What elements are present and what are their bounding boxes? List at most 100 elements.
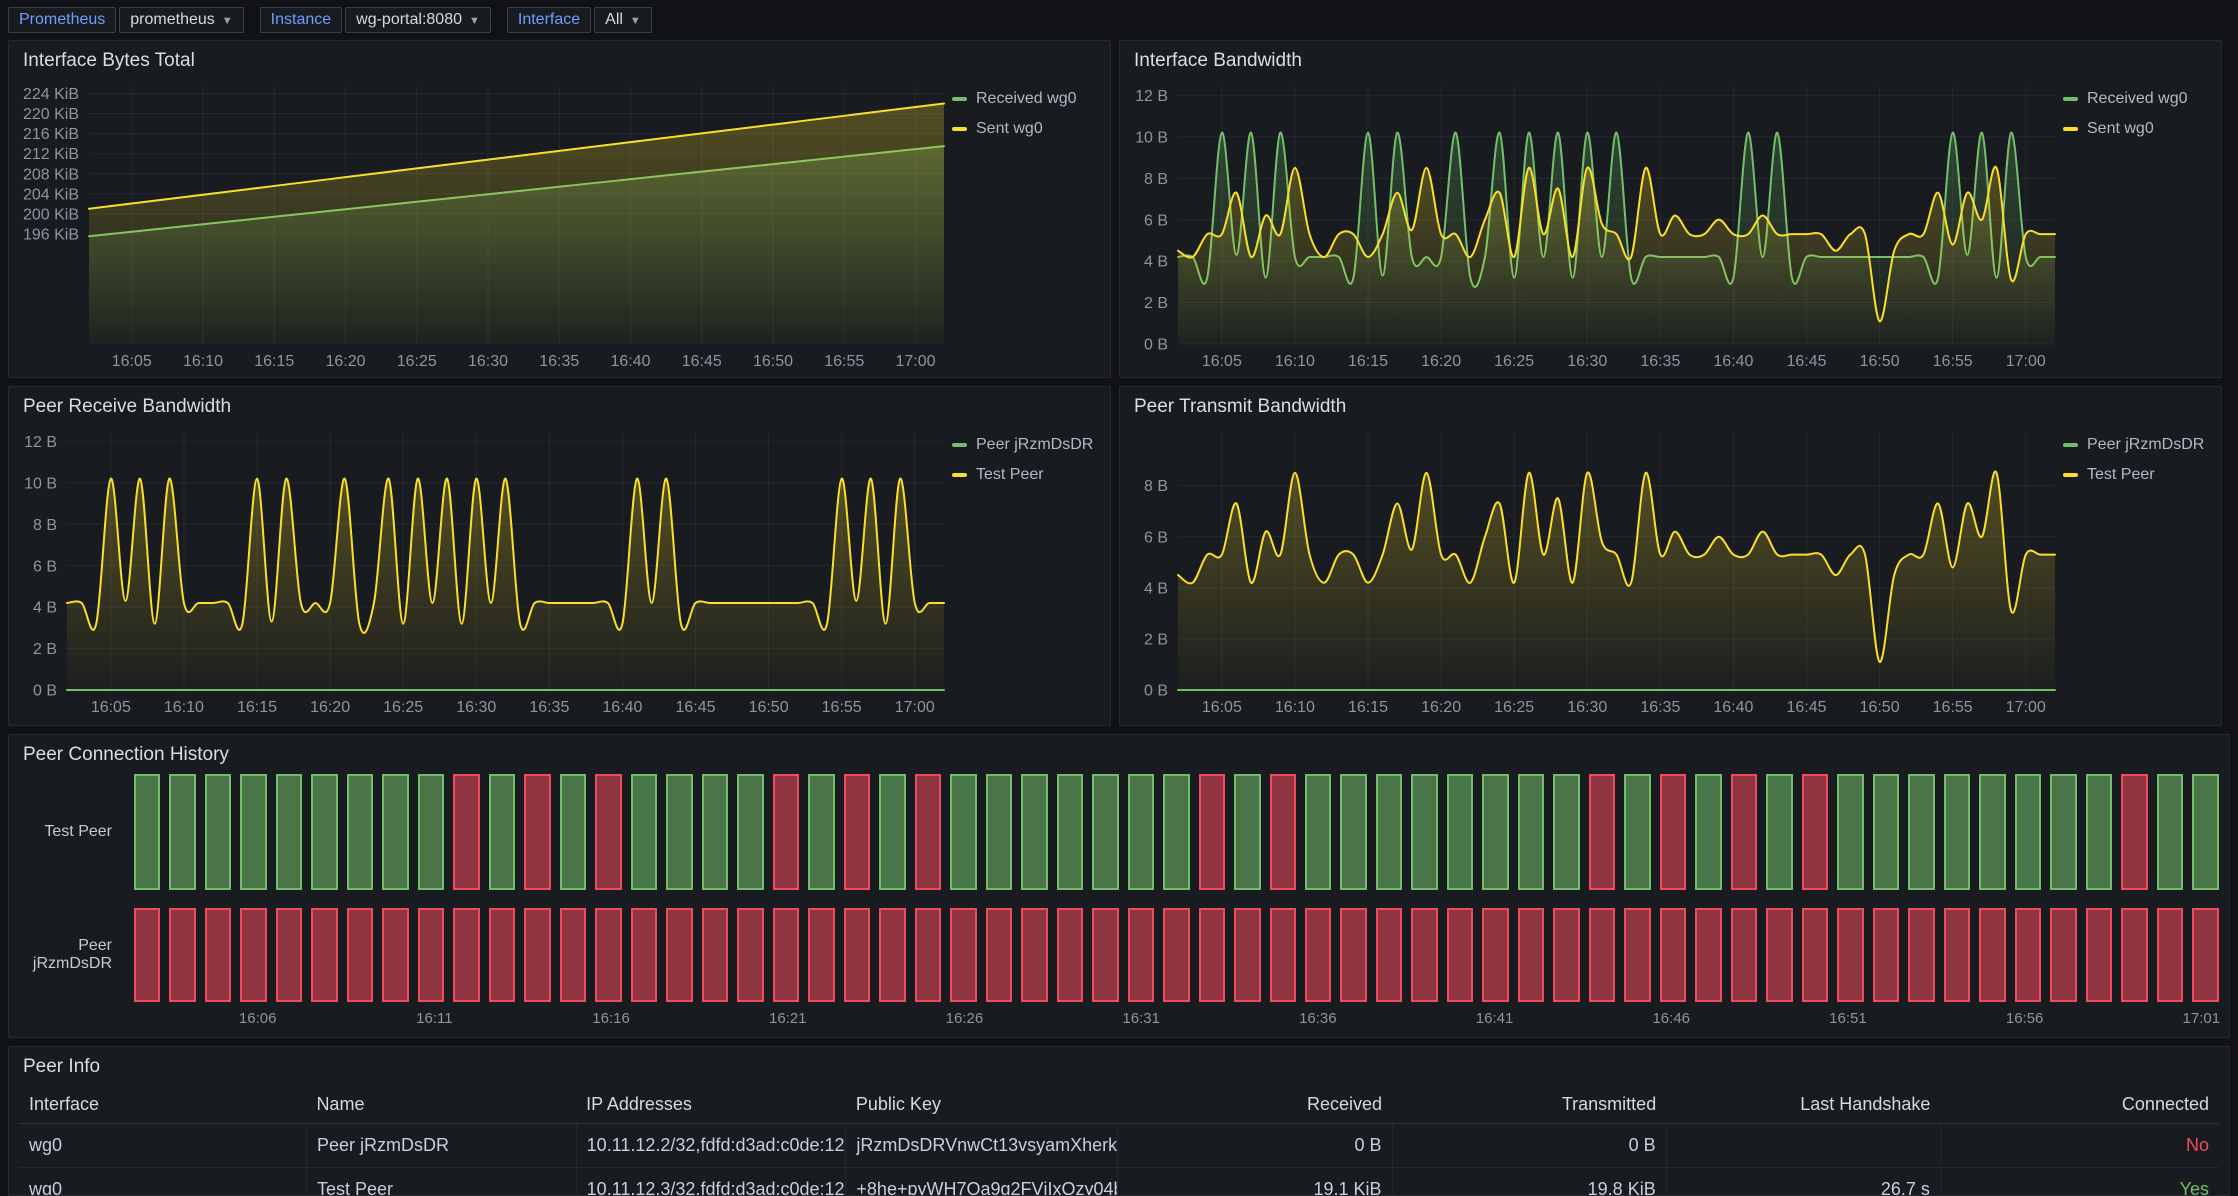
state-bar-disconnected[interactable] bbox=[2121, 774, 2148, 890]
state-bar-disconnected[interactable] bbox=[1446, 908, 1474, 1002]
state-bar-connected[interactable] bbox=[1163, 774, 1190, 890]
panel-title[interactable]: Peer Connection History bbox=[23, 744, 229, 765]
variable-select-instance[interactable]: wg-portal:8080 ▼ bbox=[345, 7, 491, 33]
panel-title[interactable]: Peer Receive Bandwidth bbox=[23, 396, 232, 417]
state-bar-disconnected[interactable] bbox=[2085, 908, 2113, 1002]
state-bar-disconnected[interactable] bbox=[524, 908, 551, 1002]
state-bar-connected[interactable] bbox=[737, 774, 764, 890]
state-bar-disconnected[interactable] bbox=[1304, 908, 1332, 1002]
legend-item-received-wg0[interactable]: Received wg0 bbox=[2063, 90, 2221, 108]
state-bar-connected[interactable] bbox=[559, 774, 587, 890]
state-bar-disconnected[interactable] bbox=[1837, 908, 1864, 1002]
state-bar-disconnected[interactable] bbox=[843, 774, 871, 890]
state-bar-disconnected[interactable] bbox=[1588, 908, 1616, 1002]
state-bar-connected[interactable] bbox=[1092, 774, 1119, 890]
state-bar-connected[interactable] bbox=[134, 774, 161, 890]
state-bar-connected[interactable] bbox=[1872, 774, 1900, 890]
state-bar-connected[interactable] bbox=[1624, 774, 1651, 890]
state-bar-connected[interactable] bbox=[1482, 774, 1509, 890]
state-bar-disconnected[interactable] bbox=[1092, 908, 1119, 1002]
state-bar-connected[interactable] bbox=[2050, 774, 2077, 890]
state-bar-disconnected[interactable] bbox=[950, 908, 977, 1002]
legend-item-test-peer[interactable]: Test Peer bbox=[952, 466, 1110, 484]
state-bar-disconnected[interactable] bbox=[1624, 908, 1651, 1002]
column-header-last-handshake[interactable]: Last Handshake bbox=[1666, 1086, 1941, 1124]
state-bar-disconnected[interactable] bbox=[1553, 908, 1580, 1002]
state-bar-disconnected[interactable] bbox=[453, 774, 480, 890]
state-bar-connected[interactable] bbox=[311, 774, 338, 890]
state-bar-connected[interactable] bbox=[630, 774, 658, 890]
panel-title[interactable]: Interface Bandwidth bbox=[1134, 50, 1302, 71]
state-bar-disconnected[interactable] bbox=[1872, 908, 1900, 1002]
state-bar-connected[interactable] bbox=[879, 774, 906, 890]
state-bar-connected[interactable] bbox=[1695, 774, 1722, 890]
state-bar-connected[interactable] bbox=[950, 774, 977, 890]
state-bar-connected[interactable] bbox=[1979, 774, 2006, 890]
timeseries-plot[interactable]: 0 B 2 B 4 B 6 B 8 B 10 B 12 B 16:05 16:10 16:15 16… bbox=[1120, 76, 2063, 374]
state-bar-connected[interactable] bbox=[666, 774, 693, 890]
state-bar-connected[interactable] bbox=[2192, 774, 2219, 890]
state-bar-disconnected[interactable] bbox=[382, 908, 409, 1002]
state-bar-disconnected[interactable] bbox=[1198, 774, 1226, 890]
state-bar-disconnected[interactable] bbox=[1659, 908, 1687, 1002]
state-bar-disconnected[interactable] bbox=[346, 908, 374, 1002]
state-bar-connected[interactable] bbox=[1766, 774, 1793, 890]
state-bar-connected[interactable] bbox=[1234, 774, 1261, 890]
state-bar-connected[interactable] bbox=[2085, 774, 2113, 890]
state-bar-connected[interactable] bbox=[417, 774, 445, 890]
state-bar-disconnected[interactable] bbox=[559, 908, 587, 1002]
state-bar-disconnected[interactable] bbox=[772, 774, 800, 890]
legend-item-sent-wg0[interactable]: Sent wg0 bbox=[2063, 120, 2221, 138]
state-bar-disconnected[interactable] bbox=[879, 908, 906, 1002]
state-bar-connected[interactable] bbox=[701, 774, 729, 890]
state-bar-connected[interactable] bbox=[1411, 774, 1438, 890]
state-bar-connected[interactable] bbox=[1517, 774, 1545, 890]
state-bar-disconnected[interactable] bbox=[2156, 908, 2184, 1002]
state-bar-connected[interactable] bbox=[1553, 774, 1580, 890]
state-bar-disconnected[interactable] bbox=[488, 908, 516, 1002]
panel-title[interactable]: Peer Info bbox=[23, 1056, 101, 1077]
legend-item-received-wg0[interactable]: Received wg0 bbox=[952, 90, 1110, 108]
state-bar-disconnected[interactable] bbox=[2192, 908, 2219, 1002]
state-bar-disconnected[interactable] bbox=[985, 908, 1013, 1002]
state-bar-disconnected[interactable] bbox=[453, 908, 480, 1002]
state-bar-connected[interactable] bbox=[1375, 774, 1403, 890]
state-bar-disconnected[interactable] bbox=[240, 908, 267, 1002]
state-bar-disconnected[interactable] bbox=[1659, 774, 1687, 890]
state-bar-connected[interactable] bbox=[240, 774, 267, 890]
panel-title[interactable]: Interface Bytes Total bbox=[23, 50, 195, 71]
state-bar-disconnected[interactable] bbox=[417, 908, 445, 1002]
state-bar-disconnected[interactable] bbox=[808, 908, 835, 1002]
state-bar-disconnected[interactable] bbox=[275, 908, 303, 1002]
state-bar-connected[interactable] bbox=[346, 774, 374, 890]
legend-item-peer-jrzmdsdr[interactable]: Peer jRzmDsDR bbox=[952, 436, 1110, 454]
state-bar-connected[interactable] bbox=[488, 774, 516, 890]
state-bar-connected[interactable] bbox=[169, 774, 196, 890]
state-bar-disconnected[interactable] bbox=[1198, 908, 1226, 1002]
column-header-public-key[interactable]: Public Key bbox=[845, 1086, 1118, 1124]
state-bar-disconnected[interactable] bbox=[524, 774, 551, 890]
state-bar-disconnected[interactable] bbox=[1801, 774, 1829, 890]
timeseries-plot[interactable]: 196 KiB 200 KiB 204 KiB 208 KiB 212 KiB 216 K… bbox=[9, 76, 952, 374]
column-header-transmitted[interactable]: Transmitted bbox=[1392, 1086, 1667, 1124]
state-bar-disconnected[interactable] bbox=[1021, 908, 1048, 1002]
state-bar-disconnected[interactable] bbox=[843, 908, 871, 1002]
state-bar-disconnected[interactable] bbox=[169, 908, 196, 1002]
state-bar-connected[interactable] bbox=[1908, 774, 1935, 890]
state-bar-disconnected[interactable] bbox=[1269, 774, 1296, 890]
state-bar-disconnected[interactable] bbox=[311, 908, 338, 1002]
state-bar-connected[interactable] bbox=[382, 774, 409, 890]
legend-item-test-peer[interactable]: Test Peer bbox=[2063, 466, 2221, 484]
state-bar-disconnected[interactable] bbox=[701, 908, 729, 1002]
state-bar-disconnected[interactable] bbox=[1056, 908, 1084, 1002]
state-bar-disconnected[interactable] bbox=[595, 774, 622, 890]
column-header-ip-addresses[interactable]: IP Addresses bbox=[576, 1086, 846, 1124]
column-header-connected[interactable]: Connected bbox=[1940, 1086, 2219, 1124]
panel-title[interactable]: Peer Transmit Bandwidth bbox=[1134, 396, 1347, 417]
state-bar-disconnected[interactable] bbox=[1943, 908, 1971, 1002]
column-header-name[interactable]: Name bbox=[306, 1086, 577, 1124]
state-bar-disconnected[interactable] bbox=[914, 908, 942, 1002]
state-bar-connected[interactable] bbox=[985, 774, 1013, 890]
state-bar-disconnected[interactable] bbox=[1340, 908, 1367, 1002]
state-bar-disconnected[interactable] bbox=[2121, 908, 2148, 1002]
